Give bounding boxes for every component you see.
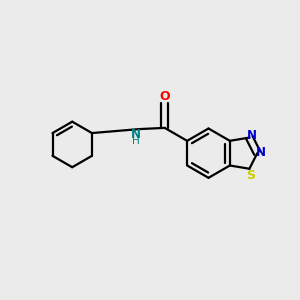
Text: N: N: [256, 146, 266, 159]
Text: N: N: [247, 130, 257, 142]
Text: H: H: [132, 136, 140, 146]
Text: N: N: [131, 128, 141, 141]
Text: O: O: [159, 90, 170, 104]
Text: S: S: [246, 169, 255, 182]
